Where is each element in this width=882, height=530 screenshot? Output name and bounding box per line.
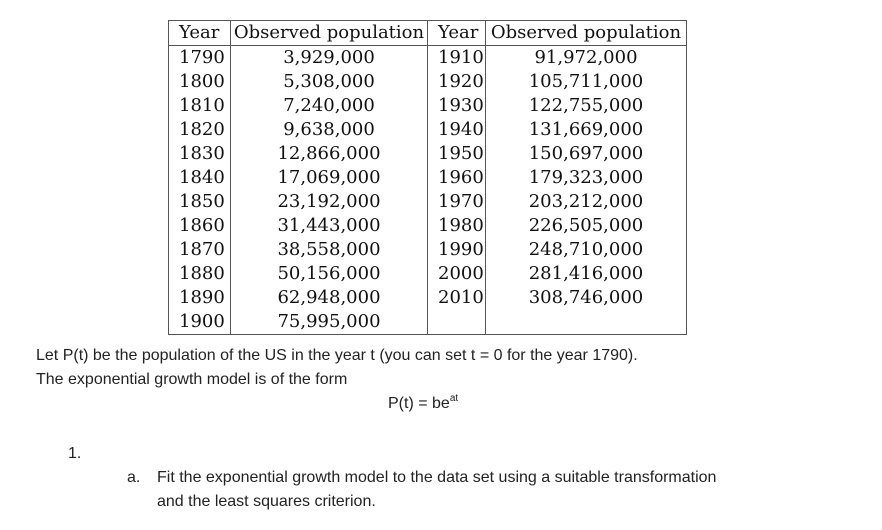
population-cell: 105,711,000: [485, 70, 687, 94]
population-table: Year Observed population Year Observed p…: [168, 20, 687, 335]
population-cell: 12,866,000: [230, 142, 428, 166]
model-formula: P(t) = beat: [388, 393, 459, 413]
population-cell: 308,746,000: [485, 286, 687, 310]
column-header-population: Observed population: [485, 20, 687, 46]
year-cell: 2010: [427, 286, 486, 310]
year-cell: 1830: [179, 143, 225, 164]
intro-line-2: The exponential growth model is of the f…: [36, 371, 348, 388]
column-header-year: Year: [427, 20, 486, 46]
year-cell: 1850: [179, 191, 225, 212]
year-cell: 1930: [427, 94, 486, 118]
population-cell: 203,212,000: [485, 190, 687, 214]
table-row: 1870 38,558,000 1990 248,710,000: [169, 238, 687, 262]
population-cell: 179,323,000: [485, 166, 687, 190]
population-table-container: Year Observed population Year Observed p…: [168, 20, 687, 335]
population-cell: 50,156,000: [230, 262, 428, 286]
year-cell: 1880: [179, 263, 225, 284]
year-cell: 1890: [179, 287, 225, 308]
year-cell: 1820: [179, 119, 225, 140]
year-cell: 1960: [427, 166, 486, 190]
population-cell: 131,669,000: [485, 118, 687, 142]
table-row: 1820 9,638,000 1940 131,669,000: [169, 118, 687, 142]
population-cell: 5,308,000: [230, 70, 428, 94]
population-cell: 248,710,000: [485, 238, 687, 262]
formula-base: P(t) = be: [388, 395, 450, 412]
population-cell: 122,755,000: [485, 94, 687, 118]
year-cell: 1910: [427, 45, 486, 70]
population-cell: 31,443,000: [230, 214, 428, 238]
population-cell: 17,069,000: [230, 166, 428, 190]
year-cell: 1950: [427, 142, 486, 166]
year-cell: 1860: [179, 215, 225, 236]
year-cell: 1810: [179, 95, 225, 116]
question-part-letter: a.: [127, 469, 141, 486]
year-cell: 1900: [179, 311, 225, 332]
column-header-population: Observed population: [230, 20, 428, 46]
population-cell: 91,972,000: [485, 45, 687, 70]
year-cell: 1920: [427, 70, 486, 94]
table-row: 1790 3,929,000 1910 91,972,000: [169, 45, 687, 70]
population-cell: 9,638,000: [230, 118, 428, 142]
year-cell: 2000: [427, 262, 486, 286]
population-cell: 226,505,000: [485, 214, 687, 238]
year-cell: 1870: [179, 239, 225, 260]
population-cell: 281,416,000: [485, 262, 687, 286]
table-row: 1840 17,069,000 1960 179,323,000: [169, 166, 687, 190]
population-cell: 150,697,000: [485, 142, 687, 166]
year-cell: 1840: [179, 167, 225, 188]
year-cell: 1990: [427, 238, 486, 262]
question-part-text-line-1: Fit the exponential growth model to the …: [157, 469, 717, 486]
question-part-text-line-2: and the least squares criterion.: [157, 493, 376, 510]
table-header-row: Year Observed population Year Observed p…: [168, 20, 687, 46]
table-row: 1860 31,443,000 1980 226,505,000: [169, 214, 687, 238]
table-row: 1850 23,192,000 1970 203,212,000: [169, 190, 687, 214]
table-body: 1790 3,929,000 1910 91,972,000 1800 5,308,000…: [169, 45, 687, 335]
question-number: 1.: [68, 445, 82, 462]
population-cell: 3,929,000: [230, 45, 428, 70]
formula-exponent: at: [449, 393, 459, 404]
population-cell: 23,192,000: [230, 190, 428, 214]
table-row: 1800 5,308,000 1920 105,711,000: [169, 70, 687, 94]
table-row: 1880 50,156,000 2000 281,416,000: [169, 262, 687, 286]
column-header-year: Year: [168, 20, 231, 46]
table-row: 1830 12,866,000 1950 150,697,000: [169, 142, 687, 166]
year-cell: [427, 310, 486, 335]
table-row: 1900 75,995,000: [169, 310, 687, 335]
table-row: 1810 7,240,000 1930 122,755,000: [169, 94, 687, 118]
intro-line-1: Let P(t) be the population of the US in …: [36, 347, 638, 364]
table-row: 1890 62,948,000 2010 308,746,000: [169, 286, 687, 310]
population-cell: [485, 310, 687, 335]
population-cell: 7,240,000: [230, 94, 428, 118]
year-cell: 1970: [427, 190, 486, 214]
year-cell: 1980: [427, 214, 486, 238]
year-cell: 1940: [427, 118, 486, 142]
year-cell: 1790: [179, 47, 225, 68]
population-cell: 38,558,000: [230, 238, 428, 262]
population-cell: 62,948,000: [230, 286, 428, 310]
year-cell: 1800: [179, 71, 225, 92]
population-cell: 75,995,000: [230, 310, 428, 335]
